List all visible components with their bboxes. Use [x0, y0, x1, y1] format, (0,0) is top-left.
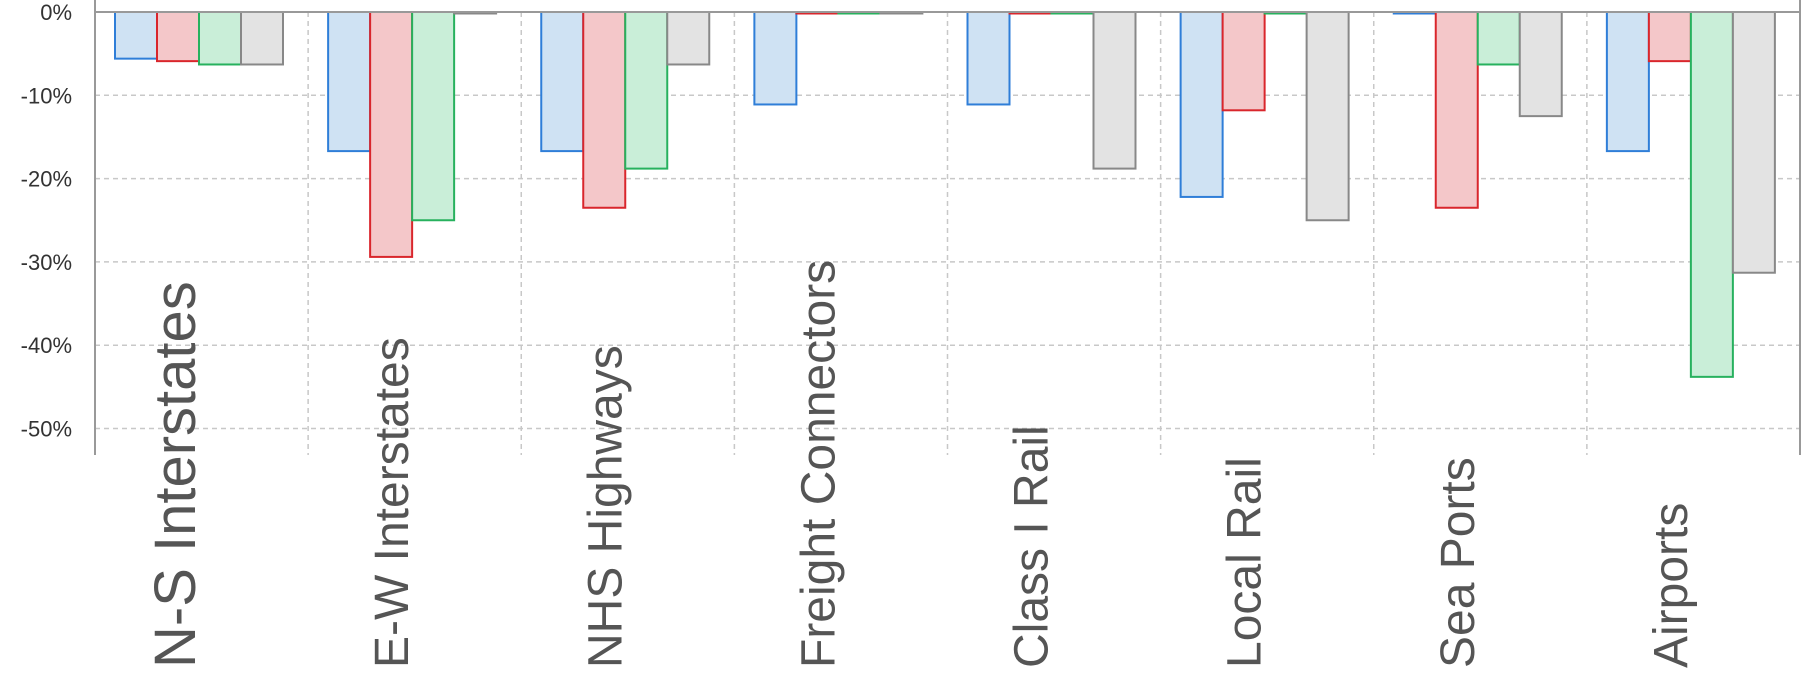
bar	[666, 11, 711, 66]
chart-grid	[95, 12, 1800, 455]
bar	[1731, 11, 1776, 274]
x-category-label: Sea Ports	[1432, 457, 1485, 668]
bar	[198, 11, 242, 66]
y-tick-label: -10%	[21, 83, 72, 108]
bar	[624, 11, 669, 170]
bar	[1476, 11, 1521, 66]
bar	[1305, 11, 1350, 222]
bar	[156, 11, 200, 63]
x-axis-category-labels: N-S Interstates E-W Interstates NHS Highwa…	[143, 260, 1698, 668]
bar	[327, 11, 372, 153]
chart-bars	[114, 11, 1776, 378]
x-category-label: NHS Highways	[579, 345, 632, 668]
bar	[582, 11, 627, 209]
y-axis-ticks: 0% -10% -20% -30% -40% -50%	[21, 0, 72, 442]
bar	[240, 11, 284, 66]
bar	[1179, 11, 1224, 198]
x-category-label: Freight Connectors	[792, 260, 845, 668]
x-category-label: N-S Interstates	[143, 281, 208, 668]
bar	[114, 11, 158, 60]
x-category-label: Class I Rail	[1006, 425, 1059, 668]
bar	[411, 11, 456, 222]
bar	[1689, 11, 1734, 378]
bar	[540, 11, 585, 153]
y-tick-label: 0%	[40, 0, 72, 25]
bar	[1647, 11, 1692, 63]
bar	[1434, 11, 1479, 209]
bar	[1518, 11, 1563, 118]
bar	[966, 11, 1011, 106]
y-tick-label: -40%	[21, 333, 72, 358]
chart-axes	[94, 0, 1801, 455]
x-category-label: E-W Interstates	[366, 337, 419, 668]
x-category-label: Airports	[1645, 503, 1698, 668]
y-tick-label: -20%	[21, 167, 72, 192]
y-tick-label: -30%	[21, 250, 72, 275]
bar	[753, 11, 798, 106]
x-category-label: Local Rail	[1219, 457, 1272, 668]
bar	[1605, 11, 1650, 153]
bar	[1221, 11, 1266, 112]
bar	[369, 11, 414, 258]
bar	[1092, 11, 1137, 170]
y-tick-label: -50%	[21, 417, 72, 442]
